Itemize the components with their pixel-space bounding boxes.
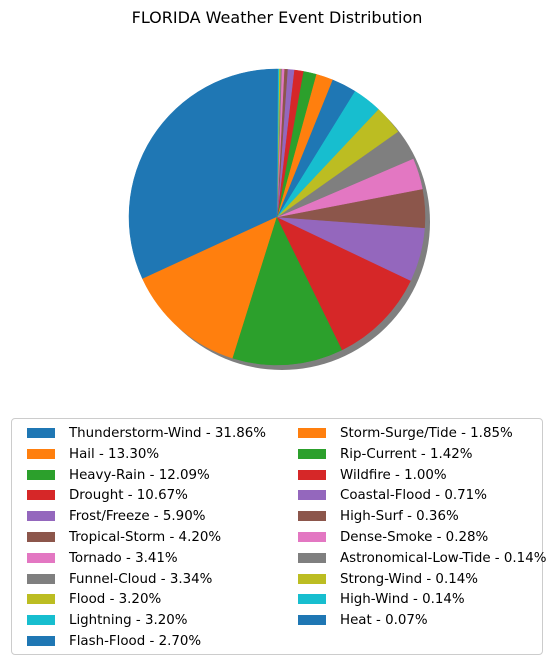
legend-label: Lightning - 3.20% <box>69 613 188 629</box>
legend-swatch <box>298 490 326 501</box>
legend-label: Tornado - 3.41% <box>69 550 178 566</box>
legend-label: Drought - 10.67% <box>69 488 188 504</box>
pie-slice-2 <box>142 216 278 359</box>
legend-swatch <box>298 615 326 626</box>
legend-label: Coastal-Flood - 0.71% <box>340 488 487 504</box>
legend-swatch <box>27 552 55 563</box>
legend-swatch <box>298 594 326 605</box>
legend-label: Heat - 0.07% <box>340 613 428 629</box>
legend-swatch <box>298 448 326 459</box>
pie-slice-3 <box>232 216 343 366</box>
legend-swatch <box>27 532 55 542</box>
legend-label: Wildfire - 1.00% <box>340 467 447 483</box>
pie-chart <box>128 68 430 370</box>
legend-label: Dense-Smoke - 0.28% <box>340 530 489 545</box>
legend-swatch <box>27 615 55 626</box>
legend-label: Hail - 13.30% <box>69 446 160 462</box>
legend-label: Frost/Freeze - 5.90% <box>69 509 206 525</box>
pie-slice-4 <box>276 216 411 351</box>
legend-swatch <box>298 573 326 584</box>
legend-label: Storm-Surge/Tide - 1.85% <box>340 426 513 441</box>
legend-label: Tropical-Storm - 4.20% <box>69 530 222 545</box>
legend-label: Flash-Flood - 2.70% <box>69 634 202 649</box>
legend-swatch <box>27 511 55 522</box>
legend-swatch <box>27 594 55 605</box>
legend-label: Astronomical-Low-Tide - 0.14% <box>340 550 547 566</box>
legend-label: Heavy-Rain - 12.09% <box>69 467 210 483</box>
legend-swatch <box>298 511 326 522</box>
pie-slice-21 <box>276 68 278 218</box>
legend: Thunderstorm-Wind - 31.86% Hail - 13.30% H… <box>11 418 547 655</box>
legend-label: Rip-Current - 1.42% <box>340 446 473 462</box>
legend-swatch <box>298 428 326 438</box>
legend-swatch <box>27 448 55 459</box>
legend-swatch <box>27 490 55 501</box>
legend-swatch <box>27 573 55 584</box>
legend-swatch <box>27 469 55 480</box>
legend-label: Strong-Wind - 0.14% <box>340 571 478 587</box>
legend-swatch <box>298 552 326 563</box>
pie-slice-1 <box>128 68 278 280</box>
legend-label: Thunderstorm-Wind - 31.86% <box>69 426 266 441</box>
chart-title: FLORIDA Weather Event Distribution <box>131 8 423 27</box>
legend-swatch <box>298 532 326 542</box>
legend-swatch <box>27 428 55 438</box>
legend-swatch <box>298 469 326 480</box>
pie-slices <box>128 68 426 366</box>
legend-label: High-Surf - 0.36% <box>340 509 459 525</box>
legend-label: High-Wind - 0.14% <box>340 592 465 608</box>
legend-swatch <box>27 636 55 646</box>
legend-label: Funnel-Cloud - 3.34% <box>69 571 213 587</box>
legend-label: Flood - 3.20% <box>69 592 162 608</box>
